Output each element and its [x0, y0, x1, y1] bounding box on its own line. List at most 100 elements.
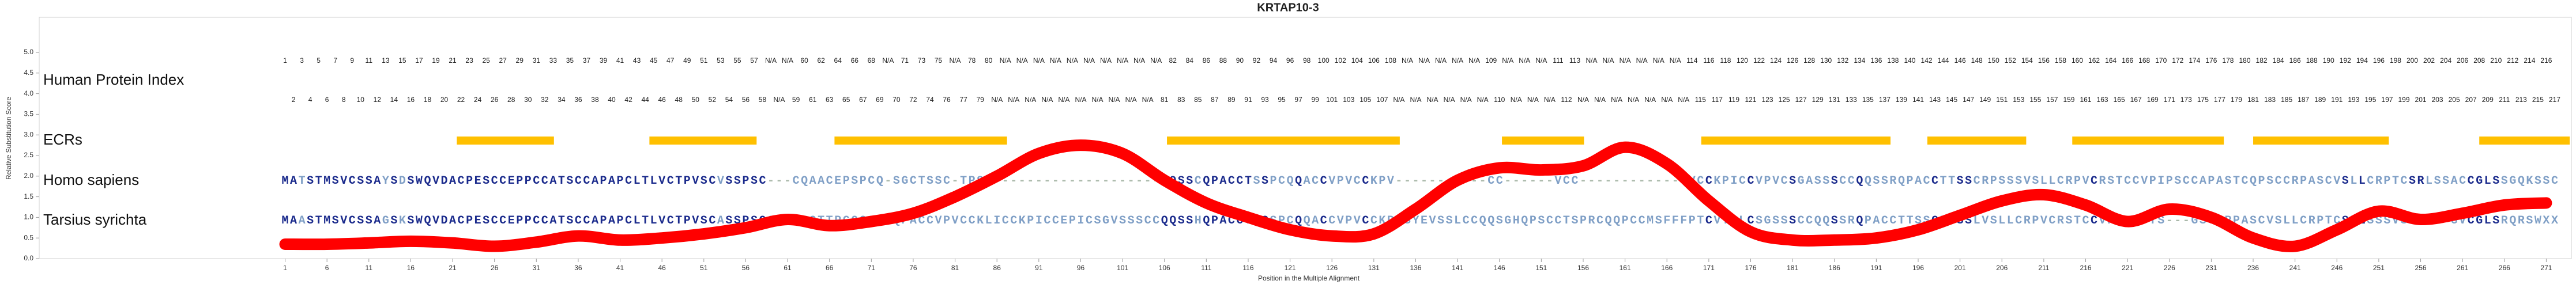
residue: C [2015, 214, 2022, 228]
index-label: 43 [633, 56, 641, 65]
index-label: 40 [608, 96, 616, 104]
residue: A [2308, 175, 2315, 188]
x-tick-label: 141 [1452, 264, 1463, 272]
residue: A [818, 175, 824, 188]
residue: G [901, 175, 908, 188]
index-label: 183 [2264, 96, 2276, 104]
residue: V [658, 175, 665, 188]
index-label: N/A [950, 56, 961, 65]
residue: A [2241, 214, 2248, 228]
index-label: 14 [390, 96, 398, 104]
x-tick-label: 61 [784, 264, 792, 272]
residue: K [2526, 175, 2533, 188]
x-tick-label: 261 [2457, 264, 2468, 272]
residue: - [1119, 175, 1126, 188]
residue: - [1136, 175, 1143, 188]
index-label: 111 [1553, 56, 1564, 65]
residue: L [1998, 214, 2005, 228]
residue: C [918, 214, 925, 228]
residue: T [2325, 214, 2332, 228]
x-tick-label: 16 [407, 264, 415, 272]
residue: S [1781, 214, 1788, 228]
residue: P [843, 175, 850, 188]
residue: V [1713, 214, 1720, 228]
x-tick-label: 6 [325, 264, 329, 272]
index-label: N/A [765, 56, 777, 65]
index-label: 132 [1837, 56, 1848, 65]
residue: - [1479, 175, 1486, 188]
residue: Q [1203, 175, 1210, 188]
index-label: 107 [1376, 96, 1388, 104]
x-tick-label: 241 [2289, 264, 2301, 272]
index-label: 217 [2549, 96, 2560, 104]
x-tick-label: 226 [2164, 264, 2175, 272]
residue: C [541, 214, 548, 228]
residue: Q [1295, 175, 1302, 188]
residue: L [2484, 175, 2491, 188]
residue: S [2007, 175, 2014, 188]
residue: E [834, 175, 841, 188]
residue: R [2375, 175, 2382, 188]
residue: A [374, 214, 381, 228]
score-line [279, 139, 2552, 252]
index-label: 160 [2072, 56, 2083, 65]
index-label: N/A [1000, 56, 1011, 65]
index-label: N/A [774, 96, 785, 104]
index-label: 134 [1854, 56, 1865, 65]
residue: R [2057, 214, 2064, 228]
residue: V [1337, 214, 1344, 228]
residue: C [1848, 175, 1855, 188]
residue: W [416, 214, 423, 228]
residue: C [1563, 175, 1570, 188]
residue: P [516, 175, 523, 188]
residue: T [1898, 214, 1905, 228]
index-label: 64 [834, 56, 842, 65]
residue: Q [1295, 214, 1302, 228]
index-label: 150 [1988, 56, 1999, 65]
index-label: 39 [600, 56, 608, 65]
residue: R [1848, 214, 1855, 228]
residue: L [1454, 214, 1461, 228]
residue: L [634, 214, 641, 228]
index-label: 94 [1270, 56, 1278, 65]
residue: S [1822, 175, 1829, 188]
residue: E [1421, 214, 1428, 228]
residue: C [1487, 175, 1494, 188]
residue: P [2032, 214, 2039, 228]
residue: G [382, 214, 389, 228]
residue: C [667, 214, 674, 228]
residue: P [2383, 175, 2390, 188]
residue: S [2317, 175, 2323, 188]
residue: - [1588, 175, 1595, 188]
index-label: 8 [342, 96, 346, 104]
index-label: 210 [2490, 56, 2502, 65]
index-label: 12 [374, 96, 382, 104]
index-label: 193 [2348, 96, 2359, 104]
residue: - [1639, 175, 1645, 188]
residue: S [2107, 175, 2114, 188]
index-label: 146 [1954, 56, 1966, 65]
residue: P [2074, 175, 2081, 188]
residue: P [1027, 214, 1034, 228]
x-tick-label: 71 [868, 264, 876, 272]
index-label: 186 [2289, 56, 2301, 65]
residue: C [491, 175, 498, 188]
index-label: 176 [2205, 56, 2217, 65]
residue: E [1060, 214, 1067, 228]
residue: M [282, 214, 289, 228]
x-tick-label: 221 [2122, 264, 2133, 272]
residue: - [1521, 175, 1528, 188]
index-label: 117 [1712, 96, 1723, 104]
x-tick-label: 161 [1620, 264, 1631, 272]
residue: P [1270, 175, 1277, 188]
index-label: N/A [1091, 96, 1103, 104]
residue: S [307, 214, 314, 228]
residue: C [2283, 175, 2290, 188]
index-label: 202 [2423, 56, 2435, 65]
residue: - [1044, 175, 1050, 188]
index-label: N/A [991, 96, 1003, 104]
residue: M [323, 214, 330, 228]
